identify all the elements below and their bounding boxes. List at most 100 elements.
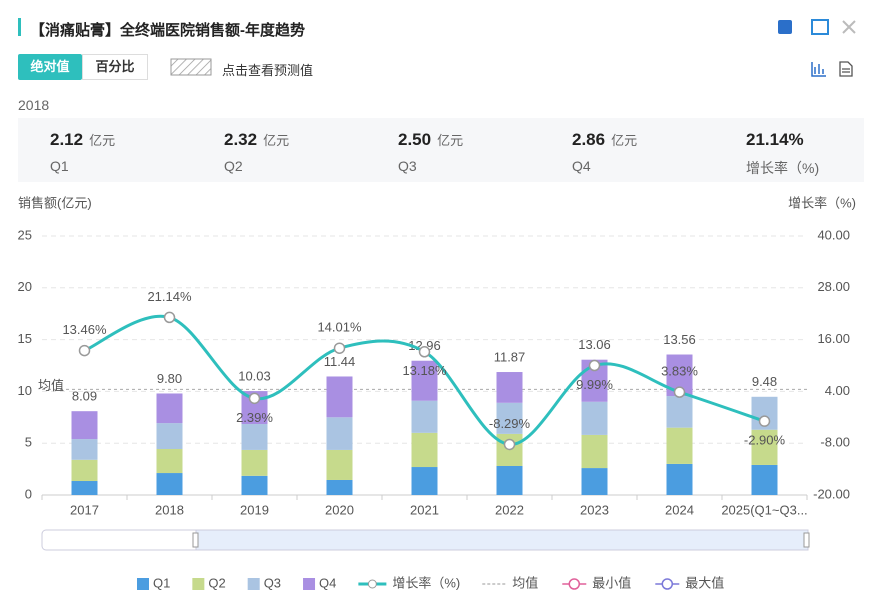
chart: 销售额(亿元) 增长率（%) 0 5 10 15 20 25 -20.00 -8.00 4.00 16…	[18, 195, 856, 590]
bar-segment	[326, 376, 353, 418]
card-value-row: 2.50 亿元	[398, 130, 548, 150]
close-icon[interactable]	[842, 20, 856, 34]
card-unit: 亿元	[437, 133, 464, 148]
x-tick-label: 2023	[580, 502, 609, 517]
bar-segment	[411, 400, 438, 433]
bar-segment	[496, 402, 523, 434]
bar-segment	[411, 432, 438, 468]
x-tick-label: 2024	[665, 502, 694, 517]
y2-tick-label: 4.00	[825, 383, 850, 398]
bar-segment	[156, 423, 183, 450]
chart-view-icon[interactable]	[811, 62, 826, 77]
summary-year: 2018	[18, 97, 50, 113]
x-tick-label: 2022	[495, 502, 524, 517]
image-icon[interactable]	[811, 19, 829, 35]
card-value: 2.32	[224, 130, 258, 149]
bar-segment	[581, 434, 608, 469]
bar-segment	[241, 475, 268, 495]
summary-panel	[18, 118, 864, 182]
growth-label: 13.46%	[62, 322, 107, 337]
card-value: 2.86	[572, 130, 606, 149]
growth-point	[673, 386, 686, 398]
bar-segment	[751, 464, 778, 495]
legend-label: 均值	[512, 575, 538, 590]
y2-tick-label: 28.00	[817, 279, 850, 294]
forecast-swatch[interactable]	[170, 58, 212, 76]
bar-segment	[496, 372, 523, 403]
toolbar	[778, 19, 856, 35]
summary-card: 21.14% 增长率（%)	[746, 130, 882, 194]
bar-total-label: 11.87	[494, 349, 526, 364]
legend-swatch	[247, 578, 260, 590]
bar-segment	[581, 468, 608, 495]
growth-point	[248, 392, 261, 405]
bar-segment	[156, 393, 183, 424]
legend-label: Q4	[319, 575, 336, 590]
bar-segment	[496, 465, 523, 495]
growth-label: 21.14%	[147, 289, 192, 304]
legend-point	[661, 578, 674, 590]
tab-percent[interactable]: 百分比	[82, 54, 148, 80]
legend-point	[367, 579, 377, 589]
growth-label: 13.18%	[402, 363, 447, 378]
bar-segment	[156, 449, 183, 474]
zoom-window	[195, 529, 809, 551]
growth-point	[78, 344, 91, 357]
card-label: Q4	[572, 158, 591, 174]
card-label: Q1	[50, 158, 69, 174]
card-unit: 亿元	[89, 133, 116, 148]
card-label: 增长率（%)	[746, 160, 820, 176]
y2-axis-title: 增长率（%)	[788, 195, 856, 210]
bar-total-label: 12.96	[408, 338, 441, 353]
excel-icon[interactable]	[778, 20, 792, 34]
y-tick-label: 25	[18, 227, 32, 242]
card-value-row: 2.12 亿元	[50, 130, 200, 150]
bar-segment	[411, 467, 438, 495]
bar-segment	[241, 424, 268, 450]
legend-label: 最小值	[592, 575, 631, 590]
x-tick-label: 2018	[155, 502, 184, 517]
summary-card: 2.86 亿元 Q4	[572, 130, 722, 194]
bar-segment	[666, 463, 693, 495]
summary-card: 2.50 亿元 Q3	[398, 130, 548, 194]
legend-swatch	[192, 578, 205, 590]
y-tick-label: 15	[18, 331, 32, 346]
tab-absolute[interactable]: 绝对值	[18, 54, 82, 80]
growth-point	[163, 311, 176, 324]
zoom-handle[interactable]	[803, 532, 810, 548]
zoom-handle[interactable]	[192, 532, 199, 548]
x-tick-label: 2017	[70, 502, 99, 517]
legend-label: Q1	[153, 575, 170, 590]
card-value-row: 21.14%	[746, 130, 882, 150]
average-label: 均值	[38, 378, 64, 393]
y-tick-label: 5	[25, 435, 32, 450]
legend-swatch	[137, 578, 149, 590]
bar-total-label: 9.48	[752, 374, 777, 389]
growth-label: 2.39%	[236, 410, 273, 425]
legend-label: Q2	[208, 575, 225, 590]
bar-segment	[581, 401, 608, 435]
view-icons	[811, 61, 853, 77]
growth-label: -8.29%	[489, 416, 531, 431]
summary-card: 2.32 亿元 Q2	[224, 130, 374, 194]
table-view-icon[interactable]	[839, 61, 853, 77]
bar-segment	[71, 439, 98, 460]
growth-label: 9.99%	[576, 377, 613, 392]
card-label: Q2	[224, 158, 243, 174]
y-axis-title: 销售额(亿元)	[18, 195, 92, 210]
bar-segment	[71, 459, 98, 482]
bar-total-label: 10.03	[238, 369, 271, 384]
y-tick-label: 10	[18, 383, 32, 398]
bar-segment	[71, 411, 98, 440]
bar-total-label: 13.56	[663, 332, 696, 347]
bar-total-label: 9.80	[157, 371, 182, 386]
forecast-link[interactable]: 点击查看预测值	[222, 63, 314, 78]
bar-total-label: 8.09	[72, 389, 97, 404]
y2-tick-label: -8.00	[820, 435, 850, 450]
title: 【消痛贴膏】全终端医院销售额-年度趋势	[30, 22, 305, 39]
growth-point	[418, 346, 431, 358]
card-label: Q3	[398, 158, 417, 174]
bar-total-label: 13.06	[578, 337, 611, 352]
y2-tick-label: -20.00	[813, 486, 850, 501]
